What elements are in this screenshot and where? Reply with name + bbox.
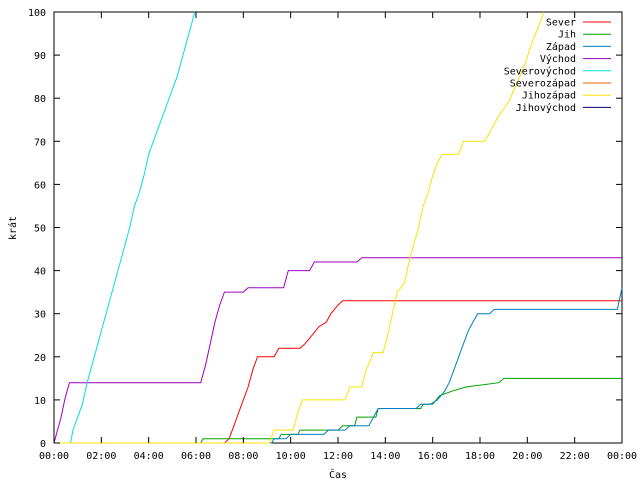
x-axis-label: Čas <box>329 468 347 480</box>
series-line-4 <box>54 11 196 444</box>
legend-label: Severovýchod <box>504 65 576 77</box>
y-tick-label: 30 <box>34 310 46 321</box>
y-tick-label: 0 <box>40 439 46 450</box>
x-tick-label: 12:00 <box>323 451 353 462</box>
y-tick-label: 100 <box>28 8 46 19</box>
x-tick-label: 08:00 <box>228 451 258 462</box>
y-tick-label: 10 <box>34 396 46 407</box>
legend-label: Severozápad <box>510 78 576 90</box>
y-tick-label: 90 <box>34 51 46 62</box>
legend-label: Jihovýchod <box>516 102 576 114</box>
x-tick-label: 04:00 <box>134 451 164 462</box>
series-layer <box>53 11 623 444</box>
legend-label: Jihozápad <box>522 90 576 102</box>
series-line-3 <box>53 257 622 444</box>
y-tick-label: 50 <box>34 224 46 235</box>
x-tick-label: 16:00 <box>418 451 448 462</box>
x-tick-label: 20:00 <box>512 451 542 462</box>
y-tick-label: 80 <box>34 94 46 105</box>
y-tick-label: 20 <box>34 353 46 364</box>
ticks-layer: 0 10 20 30 40 50 60 70 80 90 100 00:00 02:00 04:00 06:… <box>28 8 637 462</box>
x-tick-label: 18:00 <box>465 451 495 462</box>
x-tick-label: 00:00 <box>39 451 69 462</box>
x-tick-label: 06:00 <box>181 451 211 462</box>
legend-label: Západ <box>546 41 576 53</box>
x-tick-label: 14:00 <box>370 451 400 462</box>
x-tick-label: 10:00 <box>276 451 306 462</box>
y-axis-label: krát <box>7 216 19 240</box>
series-line-6 <box>54 11 545 444</box>
y-tick-label: 70 <box>34 137 46 148</box>
x-tick-label: 00:00 <box>607 451 637 462</box>
x-tick-label: 02:00 <box>86 451 116 462</box>
legend-label: Jih <box>558 30 576 41</box>
x-tick-label: 22:00 <box>560 451 590 462</box>
legend: SeverJihZápadVýchodSeverovýchodSeverozáp… <box>504 18 611 114</box>
y-tick-label: 40 <box>34 267 46 278</box>
series-line-2 <box>54 287 623 444</box>
series-line-0 <box>54 300 622 444</box>
legend-label: Sever <box>546 18 576 29</box>
series-line-1 <box>54 377 622 444</box>
legend-label: Východ <box>540 53 576 65</box>
y-tick-label: 60 <box>34 180 46 191</box>
